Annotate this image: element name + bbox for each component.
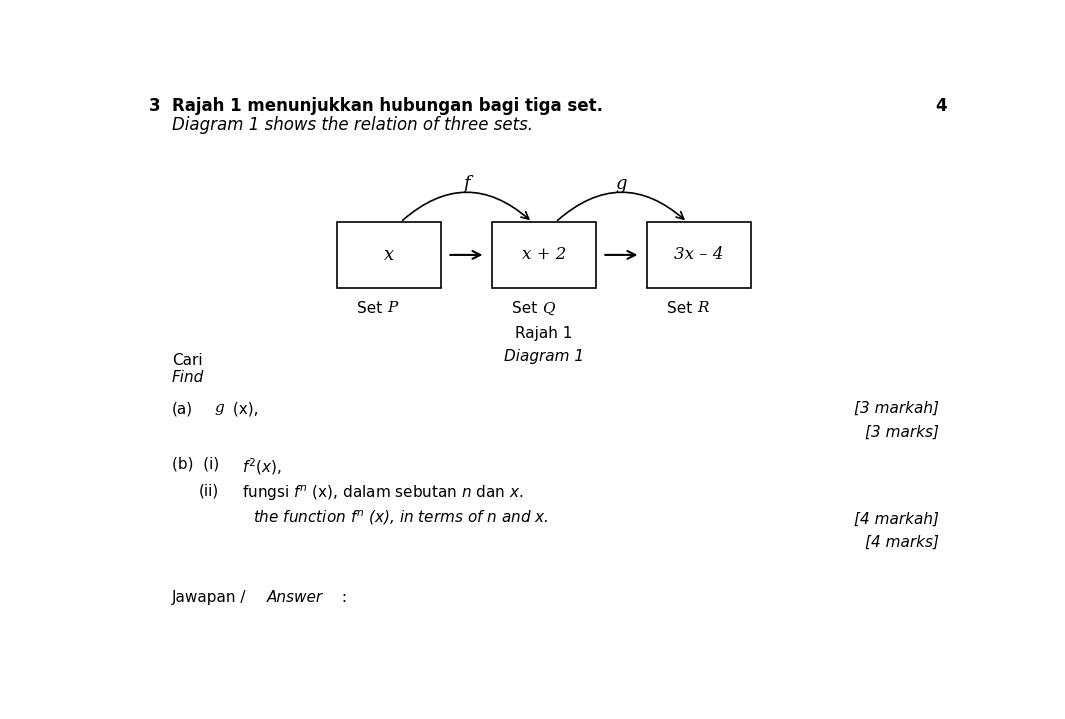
- Text: Answer: Answer: [266, 590, 323, 605]
- Text: Find: Find: [171, 370, 204, 385]
- Text: [3 marks]: [3 marks]: [865, 424, 939, 439]
- Text: Diagram 1: Diagram 1: [504, 349, 584, 365]
- Text: fungsi $f^n$ (x), dalam sebutan $n$ dan $x$.: fungsi $f^n$ (x), dalam sebutan $n$ dan …: [242, 484, 523, 503]
- Text: g: g: [214, 401, 225, 415]
- Text: [3 markah]: [3 markah]: [854, 401, 939, 416]
- Text: 3x – 4: 3x – 4: [674, 247, 723, 263]
- Text: Set: Set: [512, 301, 542, 316]
- Bar: [646, 222, 751, 288]
- Text: Cari: Cari: [171, 354, 202, 368]
- Text: R: R: [698, 301, 709, 316]
- Text: f: f: [463, 175, 470, 193]
- Text: (ii): (ii): [199, 484, 219, 498]
- Text: 3: 3: [149, 97, 160, 115]
- Text: Set: Set: [357, 301, 388, 316]
- FancyArrowPatch shape: [403, 192, 528, 220]
- Text: Q: Q: [542, 301, 555, 316]
- Bar: [492, 222, 596, 288]
- Text: (x),: (x),: [228, 401, 258, 416]
- Text: [4 marks]: [4 marks]: [865, 535, 939, 550]
- Bar: [337, 222, 441, 288]
- Text: (b)  (i): (b) (i): [171, 457, 219, 472]
- Text: :: :: [337, 590, 347, 605]
- FancyArrowPatch shape: [558, 192, 684, 220]
- Text: (a): (a): [171, 401, 193, 416]
- Text: the function $f^n$ (x), in terms of $n$ and $x$.: the function $f^n$ (x), in terms of $n$ …: [253, 508, 548, 527]
- Text: g: g: [616, 175, 627, 193]
- Text: x: x: [383, 246, 394, 264]
- Text: Rajah 1: Rajah 1: [515, 326, 573, 341]
- Text: [4 markah]: [4 markah]: [854, 512, 939, 527]
- Text: Rajah 1 menunjukkan hubungan bagi tiga set.: Rajah 1 menunjukkan hubungan bagi tiga s…: [171, 97, 603, 115]
- Text: $f^2(x),$: $f^2(x),$: [242, 457, 281, 477]
- Text: 4: 4: [935, 97, 947, 115]
- Text: P: P: [388, 301, 397, 316]
- Text: Jawapan /: Jawapan /: [171, 590, 251, 605]
- Text: Diagram 1 shows the relation of three sets.: Diagram 1 shows the relation of three se…: [171, 116, 532, 134]
- Text: Set: Set: [667, 301, 698, 316]
- Text: x + 2: x + 2: [522, 247, 567, 263]
